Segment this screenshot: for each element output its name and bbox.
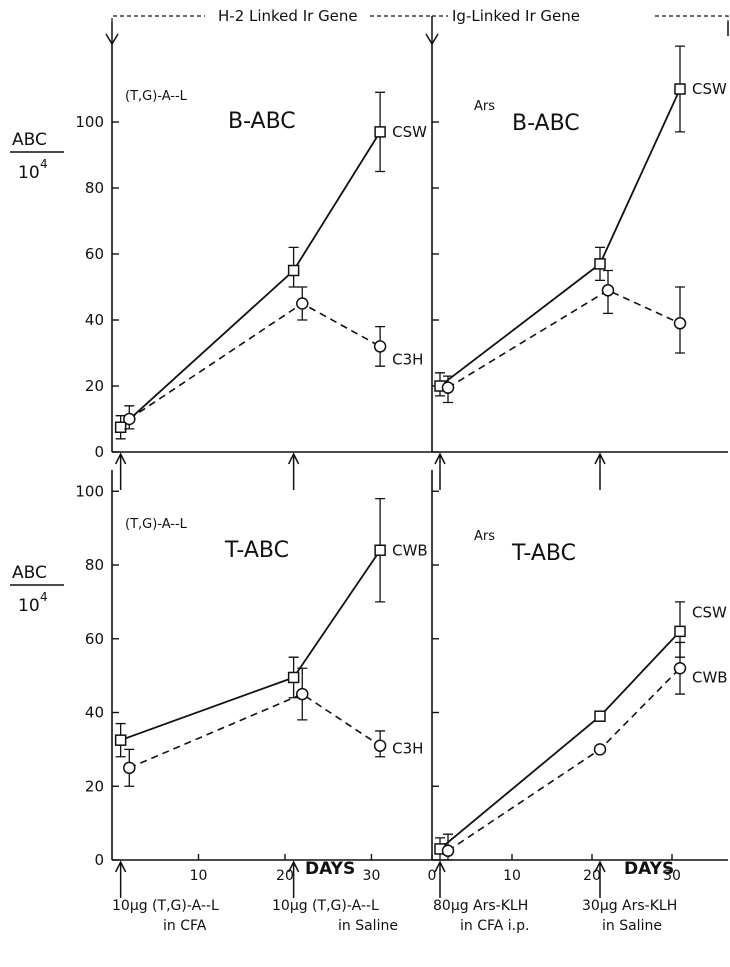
y-tick-label: 80 (85, 556, 104, 574)
header-right: Ig-Linked Ir Gene (425, 7, 729, 46)
panel-antigen: Ars (474, 529, 495, 544)
annotation-right-1b: in CFA i.p. (460, 918, 529, 934)
ylabel-top: ABC 10 4 (10, 130, 64, 183)
square-marker (374, 126, 386, 138)
xlabel-right: DAYS (624, 859, 674, 879)
y-tick-label: 100 (75, 482, 104, 500)
ylabel-top-num: ABC (12, 130, 47, 150)
annotation-left-2: 10μg (T,G)-A--L (272, 898, 379, 914)
ylabel-bottom: ABC 10 4 (10, 563, 64, 616)
series-line (128, 302, 381, 420)
x-tick-label: 0 (428, 868, 437, 884)
circle-marker (373, 340, 387, 353)
panel-title: B-ABC (228, 109, 296, 134)
y-tick-label: 60 (85, 630, 104, 648)
annotation-right-2b: in Saline (602, 918, 662, 934)
panel-bottom-left: 0 20 40 60 80 100 10 20 30 (T,G)-A--L T-ABC CWB C3H (75, 470, 432, 898)
panel-top-left: 0 20 40 60 80 100 (T,G)-A--L B-ABC CSW C3H (75, 42, 432, 490)
x-tick-label: 20 (583, 868, 601, 884)
injection-arrow (287, 452, 300, 490)
square-marker (674, 625, 686, 638)
header-left-label: H-2 Linked Ir Gene (218, 7, 358, 25)
annotations: 10μg (T,G)-A--L in CFA 10μg (T,G)-A--L i… (112, 898, 677, 934)
injection-arrow (594, 860, 606, 898)
panel-antigen: (T,G)-A--L (125, 517, 188, 532)
ylabel-bottom-den: 10 (18, 596, 40, 616)
annotation-left-1: 10μg (T,G)-A--L (112, 898, 219, 914)
series-label: C3H (392, 350, 423, 368)
series-label: CSW (692, 603, 727, 621)
series-label: CSW (692, 80, 727, 98)
panel-title: T-ABC (224, 538, 289, 563)
x-tick-label: 20 (276, 868, 294, 884)
panel-title: B-ABC (512, 111, 580, 136)
series-line (439, 630, 681, 850)
series-label: C3H (392, 740, 423, 758)
series-line (128, 693, 381, 769)
square-marker (374, 544, 386, 556)
circle-marker (593, 743, 607, 756)
circle-marker (441, 381, 455, 394)
injection-arrow (434, 452, 446, 490)
panel-title: T-ABC (511, 541, 576, 566)
injection-arrow (287, 860, 300, 898)
header-left: H-2 Linked Ir Gene (105, 7, 432, 46)
xlabel-left: DAYS (305, 859, 355, 879)
series-line (447, 667, 681, 852)
ylabel-bottom-exp: 4 (40, 590, 48, 604)
square-marker (287, 264, 300, 277)
series-label: CSW (392, 123, 427, 141)
y-tick-label: 20 (85, 377, 104, 395)
ylabel-top-exp: 4 (40, 157, 48, 171)
square-marker (114, 421, 127, 433)
circle-marker (123, 412, 136, 426)
header-right-label: Ig-Linked Ir Gene (452, 7, 580, 25)
injection-arrow (114, 860, 127, 898)
annotation-right-2: 30μg Ars-KLH (582, 898, 677, 914)
ylabel-bottom-num: ABC (12, 563, 47, 583)
y-tick-label: 100 (75, 113, 104, 131)
square-marker (287, 671, 300, 684)
y-tick-label: 60 (85, 245, 104, 263)
circle-marker (373, 739, 387, 752)
annotation-left-1b: in CFA (163, 918, 207, 934)
square-marker (594, 258, 606, 270)
panel-antigen: Ars (474, 99, 495, 114)
circle-marker (673, 662, 687, 675)
x-tick-label: 10 (190, 868, 208, 884)
ylabel-top-den: 10 (18, 163, 40, 183)
series-label: CWB (392, 541, 428, 559)
series-line (120, 549, 381, 742)
circle-marker (296, 687, 309, 701)
y-tick-label: 0 (94, 851, 104, 869)
panel-top-right: Ars B-ABC CSW (431, 42, 728, 490)
series-label: CWB (692, 668, 728, 686)
square-marker (114, 734, 127, 746)
panel-bottom-right: 0 10 20 30 Ars T-ABC CSW CWB (428, 470, 728, 898)
x-tick-label: 30 (663, 868, 681, 884)
injection-arrow (594, 452, 606, 490)
y-tick-label: 0 (94, 443, 104, 461)
y-tick-label: 40 (85, 311, 104, 329)
annotation-right-1: 80μg Ars-KLH (433, 898, 528, 914)
circle-marker (673, 317, 687, 330)
series-line (447, 289, 681, 389)
circle-marker (123, 761, 136, 775)
square-marker (674, 83, 686, 95)
injection-arrow (114, 452, 127, 490)
y-tick-label: 80 (85, 179, 104, 197)
x-tick-label: 10 (503, 868, 521, 884)
y-tick-label: 20 (85, 777, 104, 795)
panel-antigen: (T,G)-A--L (125, 89, 188, 104)
injection-arrow (434, 860, 446, 898)
circle-marker (296, 297, 309, 310)
annotation-left-2b: in Saline (338, 918, 398, 934)
y-tick-label: 40 (85, 704, 104, 722)
series-line (120, 131, 381, 428)
square-marker (594, 710, 606, 722)
circle-marker (441, 844, 455, 858)
x-tick-label: 30 (363, 868, 381, 884)
circle-marker (601, 284, 615, 297)
